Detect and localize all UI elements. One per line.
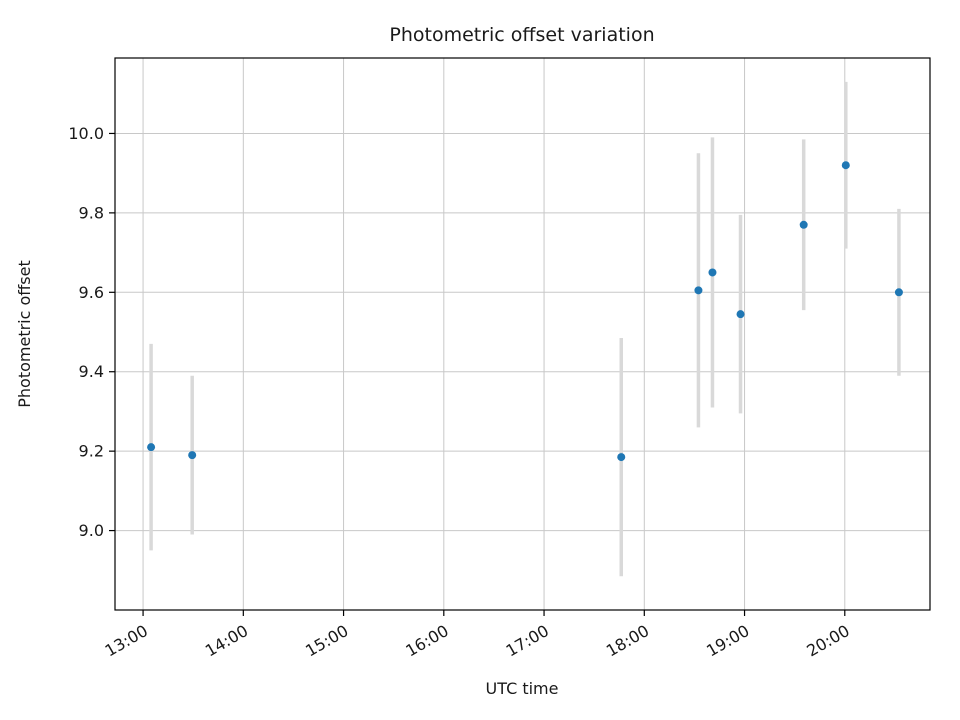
data-point: [694, 286, 703, 295]
x-tick-label: 14:00: [202, 621, 251, 661]
data-point: [841, 161, 850, 170]
data-point: [708, 268, 717, 277]
axis-ticks: [109, 132, 846, 616]
chart-title: Photometric offset variation: [389, 24, 654, 46]
x-tick-label: 20:00: [803, 621, 852, 661]
data-point: [617, 453, 626, 462]
data-point: [894, 288, 903, 297]
grid-lines: [115, 58, 930, 610]
y-tick-labels: 9.0 9.2 9.4 9.6 9.8 10.0: [68, 124, 104, 540]
x-tick-label: 17:00: [503, 621, 552, 661]
data-point: [736, 310, 745, 319]
x-axis-label: UTC time: [486, 679, 559, 698]
y-axis-label: Photometric offset: [15, 260, 34, 408]
x-tick-labels: 13:00 14:00 15:00 16:00 17:00 18:00 19:00 20:00: [102, 621, 853, 661]
x-tick-label: 19:00: [703, 621, 752, 661]
data-points: [147, 161, 903, 462]
y-tick-label: 10.0: [68, 124, 104, 143]
x-tick-label: 18:00: [603, 621, 652, 661]
x-tick-label: 16:00: [402, 621, 451, 661]
y-tick-label: 9.8: [79, 203, 104, 222]
error-bars: [149, 81, 901, 577]
y-tick-label: 9.2: [79, 442, 104, 461]
y-tick-label: 9.0: [79, 521, 104, 540]
data-point: [799, 220, 808, 229]
plot-border: [114, 57, 931, 611]
x-tick-label: 15:00: [302, 621, 351, 661]
y-tick-label: 9.6: [79, 283, 104, 302]
x-tick-label: 13:00: [102, 621, 151, 661]
data-point: [147, 443, 156, 452]
y-tick-label: 9.4: [79, 362, 104, 381]
data-point: [188, 451, 197, 460]
